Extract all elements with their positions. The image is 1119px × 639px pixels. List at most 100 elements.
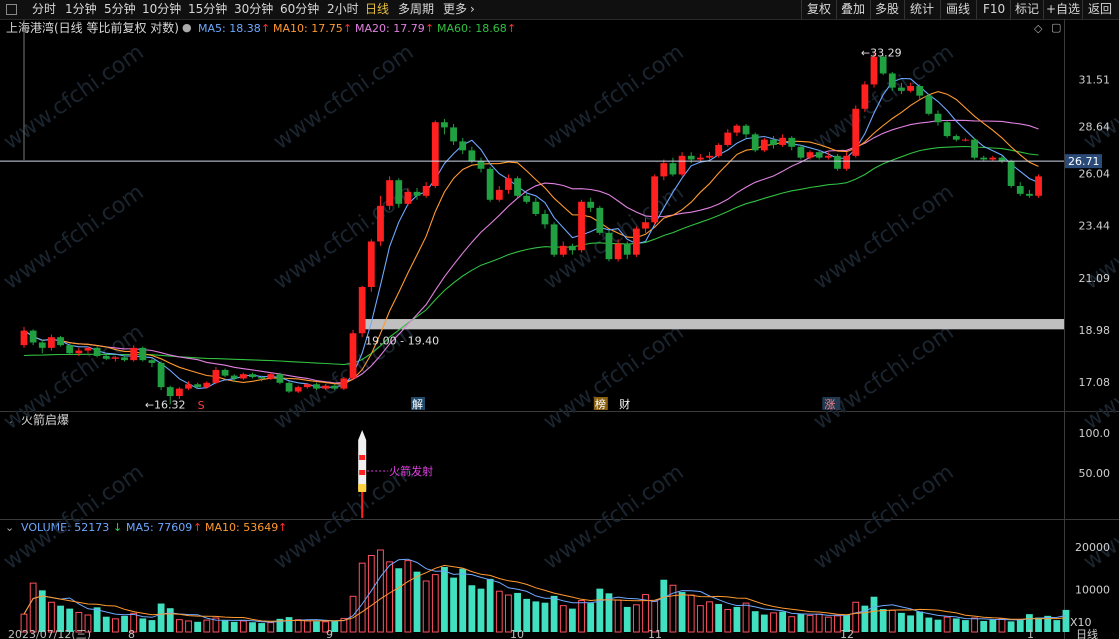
candle-body <box>824 155 832 158</box>
volume-bar <box>459 568 467 632</box>
date-tick-label: 9 <box>326 628 333 639</box>
ma60-line <box>23 145 1039 366</box>
candle-body <box>815 152 823 158</box>
multi-stock-button[interactable]: 多股 <box>875 2 900 16</box>
candle-body <box>57 337 64 346</box>
tab-daily[interactable]: 日线 <box>365 2 390 16</box>
tab-10min[interactable]: 10分钟 <box>142 2 182 16</box>
candle-body <box>998 157 1006 162</box>
f10-button[interactable]: F10 <box>983 2 1006 16</box>
candle-body <box>916 86 924 96</box>
tab-more[interactable]: 更多 <box>443 2 468 16</box>
volume-bar <box>194 621 202 632</box>
watermark: www.cfchi.com <box>809 320 958 435</box>
candle-body <box>632 228 640 255</box>
volume-bar <box>989 619 997 632</box>
tab-15min[interactable]: 15分钟 <box>188 2 228 16</box>
candle-body <box>943 122 951 137</box>
volume-bar <box>29 582 37 633</box>
volume-bar <box>815 613 823 633</box>
volume-bar <box>888 609 896 633</box>
candle-body <box>66 345 74 354</box>
candle-body <box>313 384 320 389</box>
candle-body <box>779 137 787 145</box>
volume-bar <box>139 618 147 632</box>
tab-60min[interactable]: 60分钟 <box>280 2 320 16</box>
candle-body <box>38 342 46 348</box>
volume-bar <box>569 608 576 632</box>
candle-body <box>185 384 192 389</box>
fuquan-button[interactable]: 复权 <box>807 2 832 16</box>
collapse-icon[interactable]: ⌄ <box>5 414 15 427</box>
candle-body <box>477 161 485 169</box>
candle-body <box>1026 193 1033 196</box>
volume-bar <box>824 616 832 633</box>
candle-body <box>249 374 256 378</box>
volume-bar <box>112 618 119 633</box>
candle-body <box>395 180 403 204</box>
volume-bar <box>185 620 192 633</box>
volume-bar <box>751 611 759 632</box>
candle-body <box>989 157 997 160</box>
draw-line-button[interactable]: 画线 <box>946 2 971 16</box>
candle-body <box>852 108 860 156</box>
volume-bar <box>38 590 46 632</box>
volume-bar <box>678 592 686 632</box>
tab-5min[interactable]: 5分钟 <box>104 2 136 16</box>
candle-body <box>221 369 229 376</box>
volume-bar <box>934 619 942 632</box>
diamond-icon[interactable]: ◇ <box>1034 22 1043 35</box>
candle-body <box>888 73 896 88</box>
tab-2hour[interactable]: 2小时 <box>327 2 359 16</box>
candle-body <box>486 168 494 200</box>
tab-multi-period[interactable]: 多周期 <box>398 2 435 16</box>
stats-button[interactable]: 统计 <box>910 2 935 16</box>
settings-circle-icon[interactable]: ● <box>182 21 192 34</box>
volume-bar <box>57 605 64 632</box>
volume-bar <box>715 603 723 632</box>
candle-body <box>559 245 567 255</box>
collapse-icon[interactable]: ⌄ <box>5 521 15 534</box>
watermark: www.cfchi.com <box>809 180 958 295</box>
candle-body <box>614 243 622 260</box>
volume-bar <box>386 561 394 633</box>
candle-body <box>239 374 247 379</box>
volume-bar <box>239 620 247 633</box>
candle-body <box>861 84 869 109</box>
volume-bar <box>322 621 330 633</box>
candle-body <box>459 141 467 151</box>
back-button[interactable]: 返回 <box>1088 2 1113 16</box>
volume-bar <box>861 605 869 632</box>
candle-body <box>578 201 585 251</box>
candle-body <box>422 185 430 196</box>
toolbar-menu-icon[interactable] <box>6 4 17 15</box>
ma10-legend: MA10: 17.75 <box>273 22 343 35</box>
volume-bar <box>84 614 92 633</box>
volume-bar <box>1062 609 1070 632</box>
tab-fenshi[interactable]: 分时 <box>32 2 57 16</box>
mark-button[interactable]: 标记 <box>1015 2 1040 16</box>
tab-1min[interactable]: 1分钟 <box>65 2 97 16</box>
volume-bar <box>687 594 695 633</box>
candle-body <box>495 189 503 200</box>
volume-bar <box>898 612 905 632</box>
volume-bar <box>980 620 988 632</box>
volume-bar <box>349 595 357 633</box>
volume-bar <box>148 620 156 632</box>
candle-body <box>706 155 713 158</box>
window-icon[interactable]: ▢ <box>1051 21 1062 34</box>
volume-bar <box>596 588 604 632</box>
volume-bar <box>742 602 750 633</box>
rocket-stripe <box>359 455 366 460</box>
candle-body <box>148 360 156 363</box>
volume-bar <box>788 616 796 633</box>
overlay-button[interactable]: 叠加 <box>841 2 866 16</box>
add-watchlist-button[interactable]: +自选 <box>1046 2 1081 16</box>
volume-bar <box>532 601 540 632</box>
tab-30min[interactable]: 30分钟 <box>234 2 274 16</box>
volume-bar <box>952 618 960 632</box>
candle-body <box>715 144 723 156</box>
ma5-legend: MA5: 18.38 <box>198 22 261 35</box>
ma20-line <box>23 119 1039 384</box>
